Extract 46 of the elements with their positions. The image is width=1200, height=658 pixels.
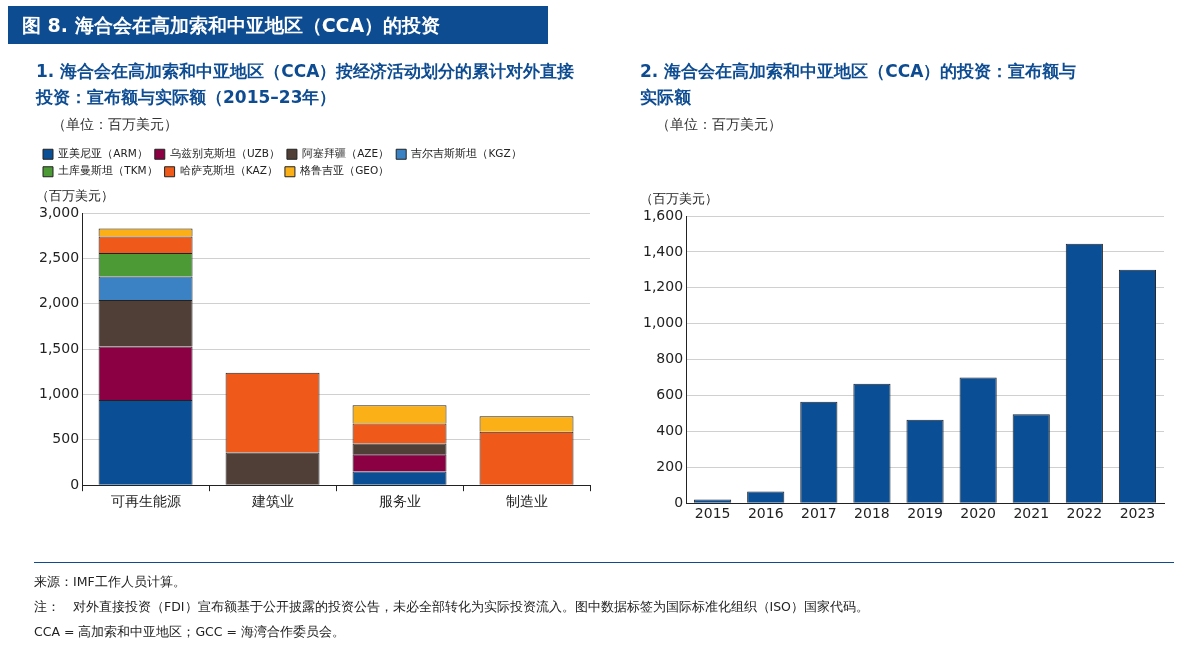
- y-tick-label: 500: [52, 430, 80, 447]
- y-tick-label: 2,500: [38, 249, 80, 266]
- x-tick-label: 2022: [1066, 505, 1103, 522]
- legend-label: 吉尔吉斯斯坦（KGZ）: [411, 146, 522, 159]
- y-tick-label: 0: [70, 475, 80, 492]
- text: CCA = 高加索和中亚地区；GCC = 海湾合作委员会。: [34, 623, 346, 641]
- y-tick-label: 1,400: [642, 242, 684, 259]
- text: 图 8. 海合会在高加索和中亚地区（CCA）的投资: [8, 6, 548, 44]
- x-tick-label: 可再生能源: [110, 493, 181, 510]
- chart-title: 1. 海合会在高加索和中亚地区（CCA）按经济活动划分的累计对外直接投资：宣布额与实际额（2015–23年）: [36, 60, 576, 109]
- x-tick-label: 2017: [801, 505, 837, 522]
- source-note: 来源：IMF工作人员计算。: [34, 573, 187, 591]
- x-tick-label: 2023: [1119, 505, 1156, 522]
- y-tick-label: 1,000: [642, 314, 684, 331]
- x-tick-label: 服务业: [378, 493, 421, 510]
- y-axis-title: （百万美元）: [36, 187, 114, 203]
- y-tick-label: 0: [674, 493, 684, 510]
- y-tick-label: 1,500: [38, 339, 80, 356]
- x-tick-label: 2021: [1013, 505, 1050, 522]
- text: 注： 对外直接投资（FDI）宣布额基于公开披露的投资公告，未必全部转化为实际投资流入。图中数据标签为国际标准化组织（ISO）国家代码。: [34, 598, 870, 616]
- y-axis-title: （百万美元）: [640, 190, 718, 206]
- x-tick-label: 2020: [960, 505, 996, 522]
- x-tick-label: 2015: [694, 505, 731, 522]
- chart-subtitle: （单位：百万美元）: [656, 116, 783, 134]
- x-tick-label: 2018: [854, 505, 890, 522]
- x-tick-label: 建筑业: [250, 493, 294, 510]
- legend-label: 哈萨克斯坦（KAZ）: [179, 164, 278, 177]
- legend-label: 土库曼斯坦（TKM）: [58, 164, 158, 177]
- y-tick-label: 1,600: [642, 206, 684, 223]
- chart-title: 2. 海合会在高加索和中亚地区（CCA）的投资：宣布额与实际额: [640, 60, 1078, 109]
- y-tick-label: 200: [656, 457, 684, 474]
- y-tick-label: 3,000: [38, 203, 80, 220]
- y-tick-label: 600: [656, 386, 684, 403]
- x-tick-label: 2016: [747, 505, 784, 522]
- chart-subtitle: （单位：百万美元）: [52, 116, 179, 134]
- legend-label: 阿塞拜疆（AZE）: [302, 146, 390, 159]
- legend-label: 乌兹别克斯坦（UZB）: [170, 146, 280, 159]
- y-tick-label: 800: [656, 350, 684, 367]
- x-tick-label: 制造业: [505, 493, 548, 510]
- y-tick-label: 1,000: [38, 385, 80, 402]
- y-tick-label: 1,200: [642, 278, 684, 295]
- y-tick-label: 2,000: [38, 294, 80, 311]
- legend-label: 格鲁吉亚（GEO）: [299, 164, 390, 177]
- x-tick-label: 2019: [907, 505, 943, 522]
- y-tick-label: 400: [656, 422, 684, 439]
- legend-label: 亚美尼亚（ARM）: [58, 146, 148, 159]
